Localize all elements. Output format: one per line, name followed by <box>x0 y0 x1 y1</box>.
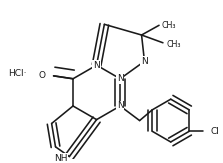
Text: N: N <box>141 57 148 66</box>
Text: CH₃: CH₃ <box>167 40 181 49</box>
Text: N: N <box>93 61 100 70</box>
Text: HCl·: HCl· <box>8 69 26 78</box>
Text: N: N <box>117 102 124 111</box>
Text: NH: NH <box>54 154 67 163</box>
Text: O: O <box>39 71 46 80</box>
Text: N: N <box>117 74 124 83</box>
Text: CH₃: CH₃ <box>161 21 176 30</box>
Text: Cl: Cl <box>211 127 219 136</box>
